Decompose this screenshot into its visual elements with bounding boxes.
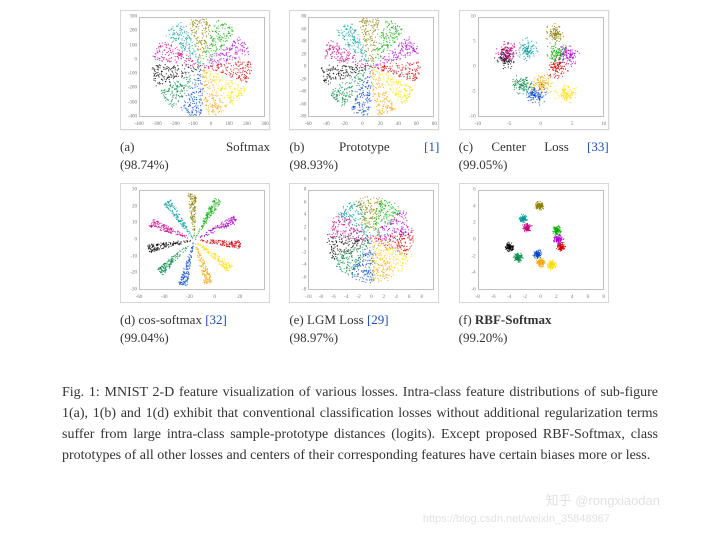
figure-grid: -400-300-200-1000100200300-400-300-200-1… xyxy=(60,10,660,346)
panel-a: -400-300-200-1000100200300-400-300-200-1… xyxy=(120,10,271,173)
caption-f: (f) RBF-Softmax(99.20%) xyxy=(459,311,609,346)
caption-b: (b) Prototype [1](98.93%) xyxy=(289,138,439,173)
caption-e: (e) LGM Loss [29](98.97%) xyxy=(289,311,439,346)
chart-e: -8-6-4-202468-10-8-6-4-202468 xyxy=(289,183,439,303)
chart-c: -10-50510-10-50510 xyxy=(459,10,609,130)
watermark-csdn: https://blog.csdn.net/weixin_35848967 xyxy=(423,513,610,525)
chart-f: -6-4-20246-8-6-4-202468 xyxy=(459,183,609,303)
panel-c: -10-50510-10-50510 (c) Center Loss [33](9… xyxy=(459,10,610,173)
panel-f: -6-4-20246-8-6-4-202468 (f) RBF-Softmax(9… xyxy=(459,183,610,346)
panel-b: -80-60-40-20020406080-60-40-20020406080 (… xyxy=(289,10,440,173)
watermark-zhihu: 知乎 @rongxiaodan xyxy=(546,490,660,509)
chart-d: -30-20-100102030-60-40-20020 xyxy=(120,183,270,303)
chart-a: -400-300-200-1000100200300-400-300-200-1… xyxy=(120,10,270,130)
caption-a: (a) Softmax(98.74%) xyxy=(120,138,270,173)
panel-e: -8-6-4-202468-10-8-6-4-202468 (e) LGM Los… xyxy=(289,183,440,346)
caption-c: (c) Center Loss [33](99.05%) xyxy=(459,138,609,173)
panel-d: -30-20-100102030-60-40-20020 (d) cos-soft… xyxy=(120,183,271,346)
figure-caption: Fig. 1: MNIST 2-D feature visualization … xyxy=(60,382,660,466)
chart-b: -80-60-40-20020406080-60-40-20020406080 xyxy=(289,10,439,130)
caption-d: (d) cos-softmax [32](99.04%) xyxy=(120,311,270,346)
